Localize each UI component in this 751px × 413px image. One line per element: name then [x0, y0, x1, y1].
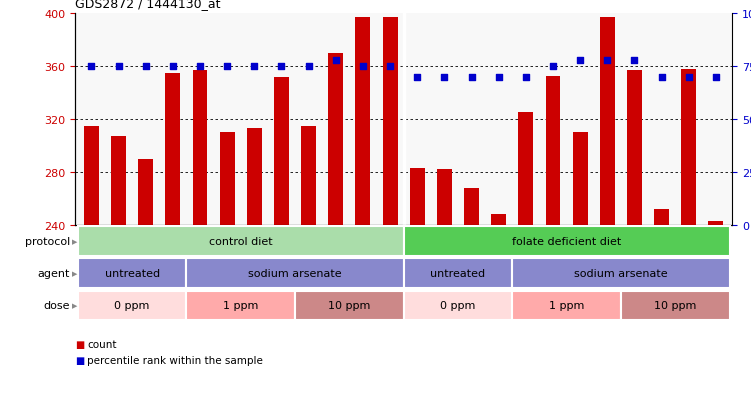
Text: ■: ■: [75, 339, 84, 349]
Bar: [437, 170, 452, 413]
Bar: [355, 19, 370, 413]
Point: [656, 74, 668, 81]
Text: GDS2872 / 1444130_at: GDS2872 / 1444130_at: [75, 0, 221, 10]
Point: [113, 64, 125, 70]
Bar: [382, 19, 397, 413]
Bar: [274, 78, 289, 413]
Bar: [518, 113, 533, 413]
Bar: [403, 291, 512, 320]
Text: ▶: ▶: [72, 271, 77, 276]
Point: [384, 64, 396, 70]
Point: [412, 74, 424, 81]
Point: [167, 64, 179, 70]
Bar: [403, 259, 512, 288]
Bar: [301, 126, 316, 413]
Text: percentile rank within the sample: percentile rank within the sample: [87, 355, 263, 365]
Text: sodium arsenate: sodium arsenate: [249, 268, 342, 278]
Bar: [573, 133, 587, 413]
Point: [547, 64, 559, 70]
Point: [710, 74, 722, 81]
Text: ■: ■: [75, 355, 84, 365]
Bar: [681, 70, 696, 413]
Bar: [512, 259, 729, 288]
Bar: [192, 71, 207, 413]
Text: count: count: [87, 339, 116, 349]
Point: [357, 64, 369, 70]
Bar: [654, 209, 669, 413]
Bar: [403, 226, 729, 256]
Bar: [186, 291, 295, 320]
Bar: [600, 19, 615, 413]
Text: protocol: protocol: [25, 236, 70, 246]
Text: agent: agent: [38, 268, 70, 278]
Text: dose: dose: [44, 301, 70, 311]
Bar: [708, 221, 723, 413]
Bar: [84, 126, 99, 413]
Point: [249, 64, 261, 70]
Point: [276, 64, 288, 70]
Point: [330, 57, 342, 64]
Bar: [186, 259, 403, 288]
Point: [629, 57, 641, 64]
Bar: [464, 188, 479, 413]
Bar: [78, 291, 186, 320]
Point: [466, 74, 478, 81]
Point: [86, 64, 98, 70]
Text: ▶: ▶: [72, 238, 77, 244]
Point: [575, 57, 587, 64]
Point: [140, 64, 152, 70]
Bar: [512, 291, 621, 320]
Text: 0 ppm: 0 ppm: [440, 301, 475, 311]
Bar: [410, 169, 425, 413]
Point: [221, 64, 233, 70]
Bar: [295, 291, 404, 320]
Bar: [78, 226, 403, 256]
Bar: [621, 291, 729, 320]
Text: untreated: untreated: [104, 268, 160, 278]
Bar: [111, 137, 126, 413]
Point: [439, 74, 451, 81]
Point: [493, 74, 505, 81]
Point: [303, 64, 315, 70]
Bar: [138, 159, 153, 413]
Text: 1 ppm: 1 ppm: [549, 301, 584, 311]
Text: 1 ppm: 1 ppm: [223, 301, 258, 311]
Text: 0 ppm: 0 ppm: [114, 301, 149, 311]
Point: [520, 74, 532, 81]
Text: 10 ppm: 10 ppm: [328, 301, 370, 311]
Bar: [220, 133, 234, 413]
Text: folate deficient diet: folate deficient diet: [512, 236, 621, 246]
Bar: [328, 54, 343, 413]
Text: 10 ppm: 10 ppm: [654, 301, 696, 311]
Bar: [165, 74, 180, 413]
Bar: [78, 259, 186, 288]
Point: [602, 57, 614, 64]
Text: untreated: untreated: [430, 268, 486, 278]
Text: control diet: control diet: [209, 236, 273, 246]
Bar: [491, 215, 506, 413]
Bar: [247, 129, 262, 413]
Point: [683, 74, 695, 81]
Bar: [627, 71, 642, 413]
Point: [194, 64, 206, 70]
Text: ▶: ▶: [72, 303, 77, 309]
Text: sodium arsenate: sodium arsenate: [574, 268, 668, 278]
Bar: [545, 76, 560, 413]
